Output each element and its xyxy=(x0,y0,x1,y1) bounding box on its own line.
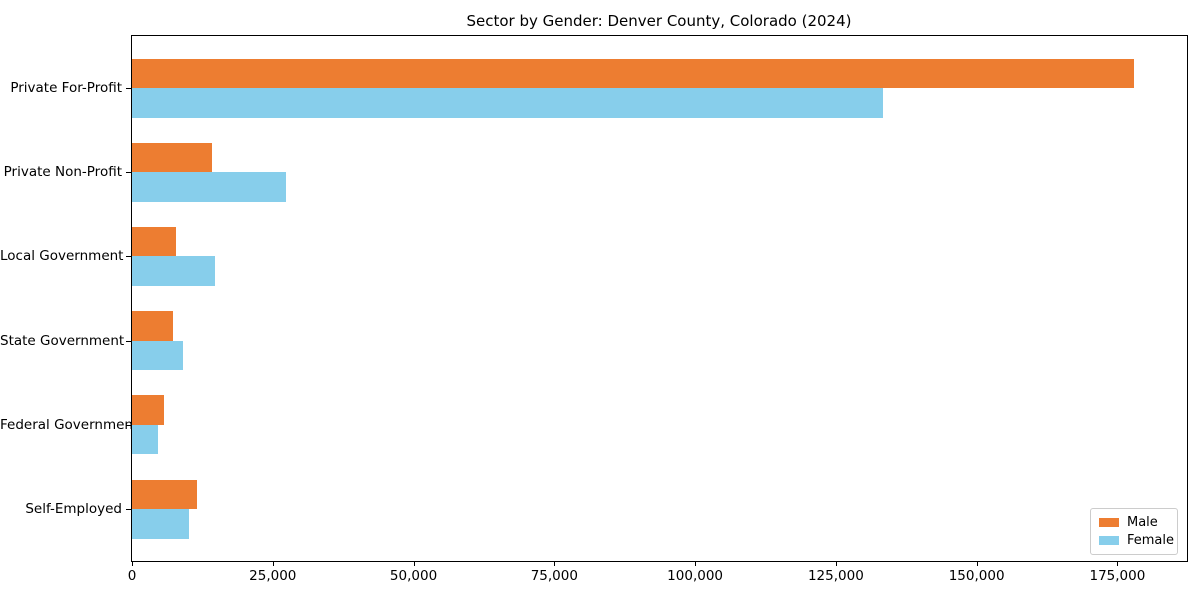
bar-female-5 xyxy=(132,424,158,455)
x-tick-label: 150,000 xyxy=(948,568,1005,584)
x-tick-mark xyxy=(976,562,978,566)
y-tick-label: Local Government xyxy=(0,248,124,265)
y-tick-mark xyxy=(126,256,131,258)
y-tick-label: Private Non-Profit xyxy=(3,164,122,181)
bar-female-3 xyxy=(132,256,215,286)
x-tick-label: 75,000 xyxy=(530,568,578,584)
legend-swatch-male xyxy=(1099,517,1119,527)
y-axis-ticks xyxy=(126,36,131,561)
y-tick-label: State Government xyxy=(0,332,125,349)
bar-male-6 xyxy=(132,479,198,509)
y-axis-labels: Private For-Profit Private Non-Profit Loca… xyxy=(0,36,139,561)
x-tick-label: 25,000 xyxy=(249,568,297,584)
chart-title: Sector by Gender: Denver County, Colorad… xyxy=(466,12,852,30)
bar-female-2 xyxy=(132,172,286,202)
x-tick-label: 100,000 xyxy=(667,568,723,584)
x-tick-mark xyxy=(695,562,697,566)
bar-male-2 xyxy=(132,142,212,173)
bar-female-4 xyxy=(132,340,184,371)
bar-male-4 xyxy=(132,311,173,341)
x-tick-mark xyxy=(272,562,274,566)
plot-area xyxy=(131,35,1188,562)
y-tick-label: Private For-Profit xyxy=(10,80,122,96)
y-tick-mark xyxy=(126,340,131,342)
bars-layer xyxy=(132,36,1187,561)
bar-female-6 xyxy=(132,509,189,539)
bar-male-5 xyxy=(132,395,164,425)
x-tick-mark xyxy=(413,562,415,566)
x-axis: 0 25,000 50,000 75,000 100,000 125,000 150,000… xyxy=(128,562,1185,592)
y-tick-mark xyxy=(126,88,131,89)
y-tick-mark xyxy=(126,172,131,174)
x-tick-label: 0 xyxy=(127,568,137,584)
y-tick-label: Self-Employed xyxy=(25,501,122,517)
legend-swatch-female xyxy=(1099,536,1119,546)
y-tick-mark xyxy=(126,424,131,426)
bar-male-3 xyxy=(132,226,177,257)
bar-female-1 xyxy=(132,88,884,118)
x-tick-mark xyxy=(1117,562,1119,566)
x-tick-mark xyxy=(835,562,837,566)
legend: Male Female xyxy=(1090,508,1178,555)
y-tick-mark xyxy=(126,509,131,510)
bar-male-1 xyxy=(132,58,1135,88)
legend-label: Female xyxy=(1127,533,1175,549)
x-tick-label: 175,000 xyxy=(1089,568,1146,584)
x-tick-label: 50,000 xyxy=(389,568,438,584)
y-tick-label: Federal Government xyxy=(0,416,139,433)
legend-label: Male xyxy=(1127,514,1158,530)
x-tick-mark xyxy=(554,562,556,566)
x-tick-mark xyxy=(132,562,133,566)
x-tick-label: 125,000 xyxy=(807,568,864,584)
legend-item-male: Male xyxy=(1099,515,1169,530)
legend-item-female: Female xyxy=(1099,533,1174,548)
